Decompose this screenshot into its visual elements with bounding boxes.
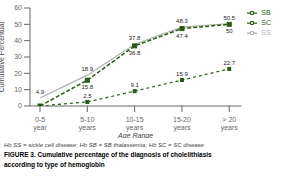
svg-text:9.1: 9.1 — [130, 82, 139, 88]
svg-text:15-20years: 15-20years — [173, 116, 191, 132]
svg-text:50.5: 50.5 — [223, 15, 235, 21]
svg-text:0: 0 — [18, 102, 22, 109]
html-text:SB: SB — [261, 8, 271, 16]
svg-text:4.9: 4.9 — [36, 89, 45, 95]
svg-text:10: 10 — [14, 86, 22, 93]
svg-text:22.7: 22.7 — [223, 60, 235, 66]
svg-text:40: 40 — [14, 37, 22, 44]
svg-text:50: 50 — [226, 28, 233, 34]
svg-text:37.8: 37.8 — [129, 35, 141, 41]
svg-text:20: 20 — [14, 70, 22, 77]
svg-text:0-5year: 0-5year — [33, 116, 47, 132]
html-text:FIGURE 3. Cumulative percentag: FIGURE 3. Cumulative percentage of the d… — [4, 151, 212, 158]
svg-text:15.8: 15.8 — [81, 84, 93, 90]
html-text:Hb SS = sickle cell disease; H: Hb SS = sickle cell disease; Hb SB = SB … — [4, 142, 204, 148]
svg-text:18.9: 18.9 — [81, 66, 93, 72]
svg-text:Age Range: Age Range — [117, 132, 153, 138]
svg-text:47.4: 47.4 — [176, 33, 188, 39]
svg-text:60: 60 — [14, 4, 22, 11]
svg-text:> 20years: > 20years — [221, 116, 239, 132]
svg-text:50: 50 — [14, 21, 22, 28]
svg-text:48.3: 48.3 — [176, 18, 188, 24]
svg-text:15.9: 15.9 — [176, 71, 188, 77]
svg-text:30: 30 — [14, 53, 22, 60]
svg-text:10-15years: 10-15years — [126, 116, 144, 132]
svg-text:2.5: 2.5 — [83, 93, 92, 99]
html-text:SC: SC — [261, 18, 271, 26]
svg-text:36.8: 36.8 — [129, 50, 141, 56]
svg-text:Cumulative Percentual: Cumulative Percentual — [0, 21, 5, 92]
html-text:according to type of hemoglobi: according to type of hemoglobin — [4, 161, 105, 168]
html-text:SS: SS — [261, 28, 271, 36]
svg-text:5-10years: 5-10years — [79, 116, 97, 132]
